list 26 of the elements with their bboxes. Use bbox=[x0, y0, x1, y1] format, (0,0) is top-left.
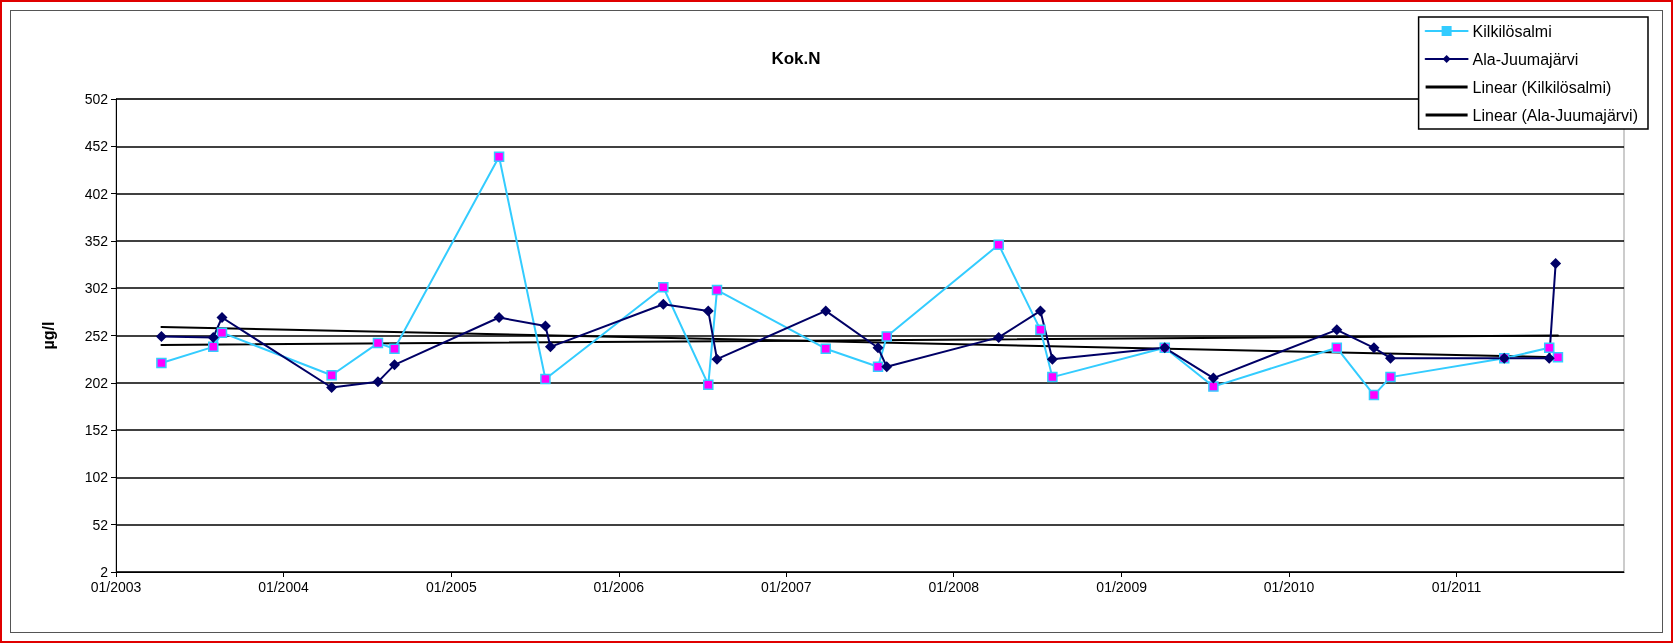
x-tick-label: 01/2010 bbox=[1263, 579, 1315, 595]
x-tick-label: 01/2011 bbox=[1431, 579, 1482, 595]
y-tick-label: 2 bbox=[100, 564, 109, 580]
x-tick-label: 01/2006 bbox=[593, 579, 645, 595]
x-tick-label: 01/2003 bbox=[90, 579, 142, 595]
y-axis-title: µg/l bbox=[39, 321, 57, 350]
x-tick-label: 01/2008 bbox=[928, 579, 980, 595]
chart-title: Kok.N bbox=[771, 49, 821, 68]
y-tick-label: 402 bbox=[84, 185, 109, 202]
y-tick-label: 452 bbox=[84, 138, 109, 155]
y-tick-label: 352 bbox=[84, 232, 109, 249]
y-tick-label: 152 bbox=[84, 422, 109, 439]
y-tick-label: 252 bbox=[84, 327, 109, 344]
y-tick-label: 102 bbox=[84, 469, 109, 486]
x-tick-label: 01/2007 bbox=[760, 579, 812, 595]
x-tick-label: 01/2005 bbox=[426, 579, 477, 595]
y-tick-label: 302 bbox=[84, 280, 109, 297]
x-tick-label: 01/2009 bbox=[1096, 579, 1148, 595]
y-tick-label: 502 bbox=[84, 91, 109, 107]
y-tick-label: 202 bbox=[84, 374, 109, 391]
legend-label: Linear (Ala-Juumajärvi) bbox=[1472, 106, 1638, 124]
x-tick-label: 01/2004 bbox=[258, 579, 309, 595]
legend-label: Ala-Juumajärvi bbox=[1472, 50, 1579, 68]
legend-label: Kilkilösalmi bbox=[1472, 22, 1552, 40]
legend-label: Linear (Kilkilösalmi) bbox=[1472, 78, 1612, 96]
y-tick-label: 52 bbox=[92, 516, 109, 533]
